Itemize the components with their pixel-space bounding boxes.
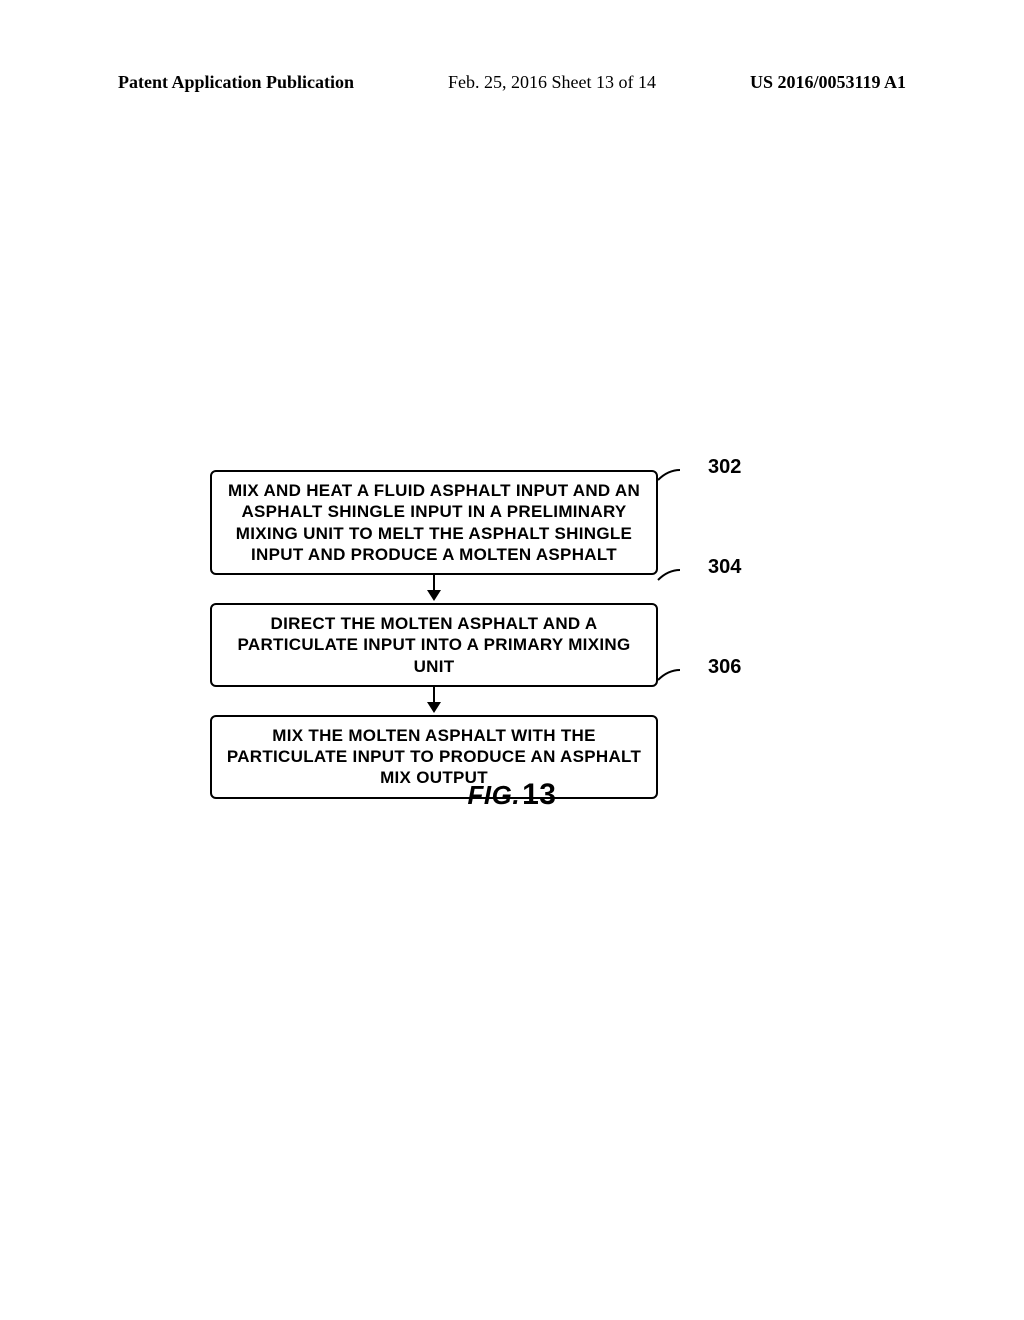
step-302-text: MIX AND HEAT A FLUID ASPHALT INPUT AND A… [228, 481, 640, 564]
arrow-304-to-306 [210, 687, 658, 715]
figure-prefix: FIG. [468, 780, 521, 810]
callout-connector-304 [656, 558, 706, 588]
callout-label-302: 302 [708, 456, 741, 479]
header-publication: Patent Application Publication [118, 72, 354, 93]
figure-number: 13 [522, 778, 556, 811]
flowchart-container: MIX AND HEAT A FLUID ASPHALT INPUT AND A… [210, 470, 770, 799]
figure-label: FIG.13 [0, 778, 1024, 812]
step-304-text: DIRECT THE MOLTEN ASPHALT AND A PARTICUL… [238, 614, 631, 676]
callout-connector-306 [656, 658, 706, 688]
flowchart-step-302: MIX AND HEAT A FLUID ASPHALT INPUT AND A… [210, 470, 658, 575]
callout-label-306: 306 [708, 656, 741, 679]
header-date-sheet: Feb. 25, 2016 Sheet 13 of 14 [448, 72, 656, 93]
arrow-302-to-304 [210, 575, 658, 603]
page-header: Patent Application Publication Feb. 25, … [0, 72, 1024, 93]
callout-label-304: 304 [708, 556, 741, 579]
arrow-head-icon [427, 702, 441, 713]
arrow-head-icon [427, 590, 441, 601]
flowchart-step-304: DIRECT THE MOLTEN ASPHALT AND A PARTICUL… [210, 603, 658, 687]
header-patent-number: US 2016/0053119 A1 [750, 72, 906, 93]
callout-connector-302 [656, 458, 706, 488]
